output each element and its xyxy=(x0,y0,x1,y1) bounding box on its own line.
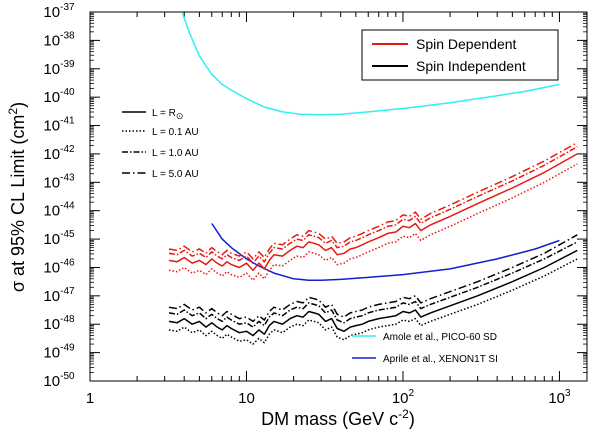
legend-pico-label: Amole et al., PICO-60 SD xyxy=(383,332,497,343)
series-layer xyxy=(168,13,578,345)
x-tick-label: 10 xyxy=(238,390,255,407)
legend-xenon-label: Aprile et al., XENON1T SI xyxy=(383,354,498,365)
y-tick-label: 10-39 xyxy=(43,59,75,78)
y-tick-label: 10-45 xyxy=(43,229,75,248)
plot-frame xyxy=(89,11,588,382)
x-axis-title: DM mass (GeV c-2) xyxy=(261,407,415,429)
series-line-sd-dotted xyxy=(168,163,578,281)
y-tick-label: 10-47 xyxy=(43,286,75,305)
y-tick-label: 10-48 xyxy=(43,314,75,333)
x-tick-label: 1 xyxy=(86,390,94,407)
legend-L-rsun-label: L = R⊙ xyxy=(152,108,183,121)
y-tick-label: 10-44 xyxy=(43,201,75,220)
series-line-xenon1t-solid xyxy=(211,223,560,281)
y-tick-label: 10-37 xyxy=(43,2,75,21)
legend-L-10-label: L = 1.0 AU xyxy=(152,148,199,159)
series-line-sd-dashdot xyxy=(168,146,578,264)
series-line-si-solid xyxy=(168,249,578,337)
legend-L-01-label: L = 0.1 AU xyxy=(152,127,199,138)
y-tick-label: 10-50 xyxy=(43,371,75,390)
legend-L-50-label: L = 5.0 AU xyxy=(152,169,199,180)
axis-ticks xyxy=(89,11,587,382)
legend-experiments: Amole et al., PICO-60 SD Aprile et al., … xyxy=(352,332,498,365)
legend-distance: L = R⊙ L = 0.1 AU L = 1.0 AU L = 5.0 AU xyxy=(122,108,199,180)
legend-si-label: Spin Independent xyxy=(416,58,526,74)
y-tick-label: 10-42 xyxy=(43,144,75,163)
series-line-si-dotted xyxy=(168,258,578,345)
y-tick-label: 10-43 xyxy=(43,172,75,191)
series-line-si-dashdotlong xyxy=(168,234,578,323)
y-tick-label: 10-38 xyxy=(43,30,75,49)
series-line-pico-60-solid xyxy=(181,13,560,116)
y-tick-label: 10-49 xyxy=(43,343,75,362)
y-tick-label: 10-41 xyxy=(43,116,75,135)
series-line-sd-dashdotlong xyxy=(168,141,578,260)
legend-main: Spin Dependent Spin Independent xyxy=(361,29,559,81)
x-tick-label: 103 xyxy=(548,388,571,407)
y-axis-title: σ at 95% CL Limit (cm2) xyxy=(6,102,28,292)
y-tick-label: 10-40 xyxy=(43,87,75,106)
legend-sd-label: Spin Dependent xyxy=(416,36,517,52)
axis-tick-labels: 1 10 102 103 10-50 10-49 10-48 10-47 10-46 10-45 1… xyxy=(43,2,571,407)
x-tick-label: 102 xyxy=(392,388,415,407)
series-line-sd-solid xyxy=(168,153,578,272)
series-line-si-dashdot xyxy=(168,241,578,328)
legend-main-box xyxy=(361,29,559,81)
y-tick-label: 10-46 xyxy=(43,257,75,276)
